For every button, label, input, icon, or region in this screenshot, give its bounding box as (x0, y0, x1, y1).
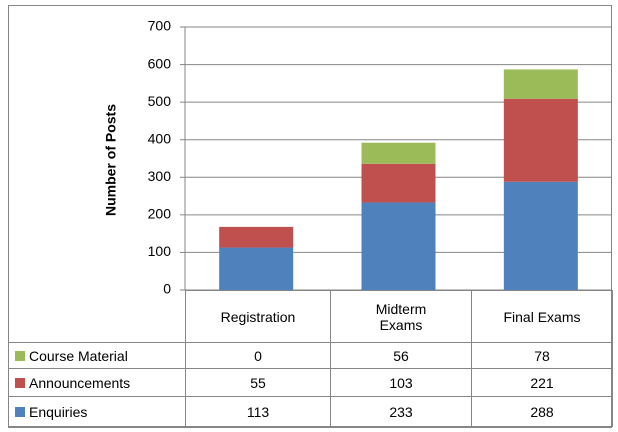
category-label: Registration (185, 290, 331, 343)
table-value: 78 (471, 342, 613, 369)
data-table: Registration Midterm Exams Final Exams Cour… (8, 290, 613, 427)
table-value: 288 (471, 396, 613, 427)
y-tick-label: 700 (148, 18, 172, 34)
y-tick-label: 0 (163, 281, 171, 297)
bar-segment (219, 226, 294, 248)
table-value: 113 (185, 396, 331, 427)
bar-segment (361, 202, 436, 290)
bar-segment (361, 163, 436, 203)
category-label: Final Exams (471, 290, 613, 343)
table-value: 0 (185, 342, 331, 369)
bar-segment (361, 142, 436, 164)
series-row: Announcements 55 103 221 (8, 368, 613, 397)
legend-swatch (15, 406, 25, 417)
y-tick-label: 200 (148, 206, 172, 222)
legend-entry: Enquiries (8, 396, 186, 427)
chart-border (8, 5, 612, 428)
bar-segment (503, 69, 578, 99)
legend-label: Course Material (29, 347, 128, 364)
table-value: 233 (330, 396, 472, 427)
blank-cell (8, 290, 186, 343)
legend-label: Announcements (29, 374, 131, 391)
legend-swatch (15, 377, 25, 388)
legend-entry: Announcements (8, 368, 186, 397)
bar-segment (503, 181, 578, 290)
y-tick-label: 100 (148, 243, 172, 259)
bar-segment (219, 247, 294, 290)
category-label: Midterm Exams (330, 290, 472, 343)
series-row: Course Material 0 56 78 (8, 342, 613, 369)
series-row: Enquiries 113 233 288 (8, 396, 613, 427)
table-value: 221 (471, 368, 613, 397)
table-value: 56 (330, 342, 472, 369)
y-tick-label: 400 (148, 130, 172, 146)
legend-swatch (15, 350, 25, 361)
legend-label: Enquiries (29, 403, 88, 420)
legend-entry: Course Material (8, 342, 186, 369)
table-value: 103 (330, 368, 472, 397)
y-axis-label: Number of Posts (103, 104, 119, 216)
y-tick-label: 600 (148, 55, 172, 71)
header-row: Registration Midterm Exams Final Exams (8, 290, 613, 343)
bar-segment (503, 98, 578, 182)
y-tick-label: 500 (148, 93, 172, 109)
table-value: 55 (185, 368, 331, 397)
y-tick-label: 300 (148, 168, 172, 184)
